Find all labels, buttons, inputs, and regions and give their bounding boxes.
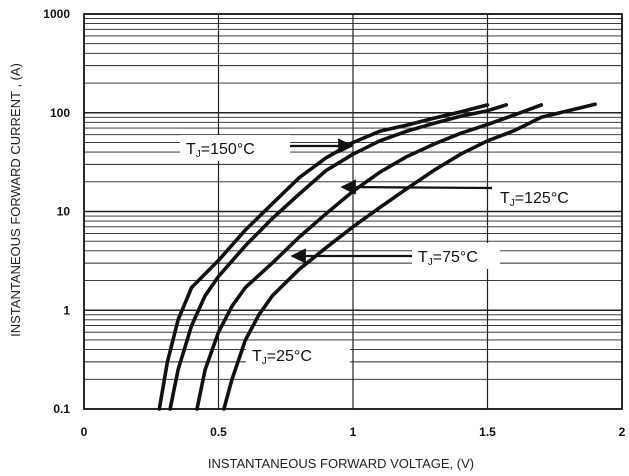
annotation-arrow [340, 179, 493, 195]
annotations: TJ=150°C TJ=125°C TJ=75°C TJ=25°C [180, 135, 608, 368]
annotation-box [492, 184, 608, 210]
axis-ticks: 0 0.5 1 1.5 2 0.1 1 10 100 1000 [43, 7, 625, 439]
annotation-box [246, 342, 350, 368]
x-tick-label: 0.5 [210, 425, 227, 439]
plot-frame [83, 13, 623, 410]
y-tick-label: 10 [57, 205, 71, 219]
x-tick-label: 1 [350, 425, 357, 439]
annotation-label: TJ=75°C [418, 249, 478, 268]
x-tick-label: 2 [619, 425, 626, 439]
series-line-2 [195, 103, 544, 411]
series-line-1 [168, 103, 509, 411]
annotation-label: TJ=125°C [500, 190, 569, 209]
series-lines [157, 102, 597, 411]
y-tick-label: 1000 [43, 7, 70, 21]
annotation-box [180, 135, 290, 161]
y-tick-label: 100 [50, 106, 70, 120]
series-line-3 [222, 102, 597, 411]
y-tick-label: 1 [63, 303, 70, 317]
annotation-box [412, 243, 500, 269]
y-axis-title: INSTANTANEOUS FORWARD CURRENT , (A) [8, 63, 23, 337]
x-axis-title: INSTANTANEOUS FORWARD VOLTAGE, (V) [208, 456, 474, 471]
annotation-label: TJ=25°C [252, 348, 312, 367]
y-tick-label: 0.1 [53, 402, 70, 416]
x-tick-label: 1.5 [479, 425, 496, 439]
series-line-0 [157, 103, 490, 411]
annotation-label: TJ=150°C [186, 141, 255, 160]
x-tick-label: 0 [81, 425, 88, 439]
